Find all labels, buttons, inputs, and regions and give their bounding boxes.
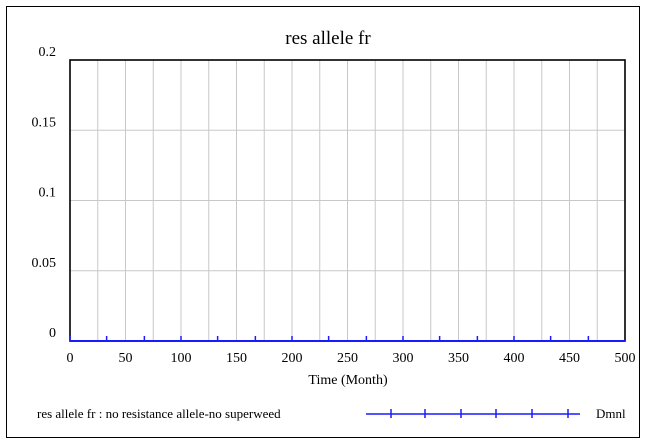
x-tick-label: 450 [559, 351, 580, 366]
chart-title: res allele fr [285, 28, 371, 49]
y-tick-label: 0 [49, 326, 56, 341]
legend-series-label: res allele fr : no resistance allele-no … [37, 406, 281, 421]
x-tick-label: 300 [393, 351, 414, 366]
x-tick-label: 50 [119, 351, 133, 366]
x-tick-label: 0 [67, 351, 74, 366]
grid [70, 60, 625, 341]
x-tick-label: 350 [448, 351, 469, 366]
legend: res allele fr : no resistance allele-no … [37, 406, 626, 421]
x-tick-label: 100 [171, 351, 192, 366]
y-tick-label: 0.1 [39, 186, 57, 201]
y-tick-label: 0.05 [32, 256, 57, 271]
y-tick-label: 0.2 [39, 45, 57, 60]
x-tick-label: 250 [337, 351, 358, 366]
y-axis: 0 0.05 0.1 0.15 0.2 [32, 45, 57, 341]
x-tick-label: 200 [282, 351, 303, 366]
legend-series-unit: Dmnl [596, 406, 626, 421]
x-tick-label: 400 [504, 351, 525, 366]
x-axis-label: Time (Month) [308, 373, 388, 388]
x-tick-label: 150 [226, 351, 247, 366]
y-tick-label: 0.15 [32, 115, 57, 130]
x-axis: 0 50 100 150 200 250 300 350 400 450 500 [67, 351, 636, 366]
chart-frame [6, 6, 640, 438]
series-layer [69, 336, 625, 342]
legend-series-line [366, 409, 580, 418]
x-tick-label: 500 [615, 351, 636, 366]
